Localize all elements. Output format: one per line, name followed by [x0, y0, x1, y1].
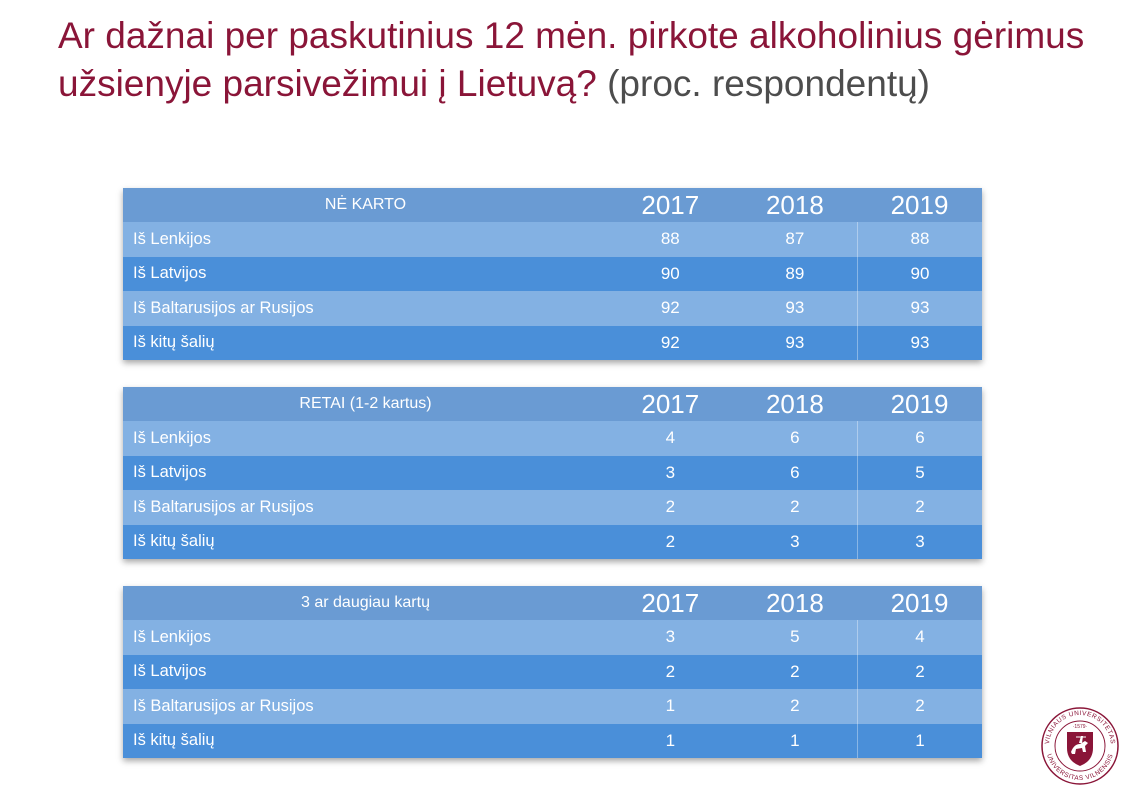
year-header: 2018: [765, 189, 824, 220]
cell-value: 2: [857, 654, 982, 689]
cell-value: 4: [665, 428, 676, 448]
table-row: Iš Lenkijos 88 87 88: [123, 222, 982, 257]
table-header: RETAI (1-2 kartus) 2017 2018 2019: [123, 387, 982, 421]
table-row: Iš Baltarusijos ar Rusijos 92 93 93: [123, 291, 982, 326]
table-header-label: RETAI (1-2 kartus): [299, 395, 432, 412]
table-row: Iš Latvijos 3 6 5: [123, 455, 982, 490]
table-row: Iš kitų šalių 92 93 93: [123, 325, 982, 360]
row-label: Iš Lenkijos: [133, 428, 211, 447]
year-header: 2019: [890, 388, 949, 419]
cell-value: 93: [857, 291, 982, 326]
row-label: Iš Latvijos: [133, 463, 207, 482]
row-label: Iš kitų šalių: [133, 333, 215, 352]
vilnius-university-seal-icon: VILNIAUS UNIVERSITETAS UNIVERSITAS VILNE…: [1040, 706, 1120, 786]
cell-value: 88: [660, 229, 680, 249]
cell-value: 1: [790, 730, 800, 750]
row-label: Iš kitų šalių: [133, 731, 215, 750]
cell-value: 92: [660, 298, 680, 318]
cell-value: 5: [857, 455, 982, 490]
table-row: Iš Baltarusijos ar Rusijos 1 2 2: [123, 689, 982, 724]
cell-value: 88: [857, 222, 982, 257]
cell-value: 1: [857, 723, 982, 758]
cell-value: 90: [857, 256, 982, 291]
cell-value: 3: [857, 524, 982, 559]
table-row: Iš Baltarusijos ar Rusijos 2 2 2: [123, 490, 982, 525]
row-label: Iš Lenkijos: [133, 229, 211, 248]
table-header-label: 3 ar daugiau kartų: [301, 594, 430, 611]
cell-value: 92: [660, 332, 680, 352]
cell-value: 5: [790, 627, 800, 647]
cell-value: 6: [790, 462, 800, 482]
table-row: Iš Latvijos 2 2 2: [123, 654, 982, 689]
cell-value: 89: [785, 263, 805, 283]
cell-value: 3: [790, 531, 800, 551]
cell-value: 2: [665, 531, 676, 551]
row-label: Iš Latvijos: [133, 264, 207, 283]
row-label: Iš Latvijos: [133, 662, 207, 681]
cell-value: 1: [665, 730, 676, 750]
table-row: Iš Latvijos 90 89 90: [123, 256, 982, 291]
cell-value: 6: [790, 428, 800, 448]
title-suffix: (proc. respondentų): [607, 63, 930, 104]
cell-value: 2: [665, 497, 676, 517]
table-ne-karto: NĖ KARTO 2017 2018 2019 Iš Lenkijos 88 8…: [123, 188, 982, 360]
cell-value: 4: [857, 620, 982, 655]
table-3-ar-daugiau: 3 ar daugiau kartų 2017 2018 2019 Iš Len…: [123, 586, 982, 758]
cell-value: 90: [660, 263, 680, 283]
row-label: Iš Lenkijos: [133, 627, 211, 646]
cell-value: 87: [785, 229, 805, 249]
cell-value: 2: [790, 661, 800, 681]
title-question: Ar dažnai per paskutinius 12 mėn. pirkot…: [58, 15, 1085, 104]
cell-value: 93: [785, 332, 805, 352]
table-row: Iš Lenkijos 4 6 6: [123, 421, 982, 456]
year-header: 2017: [641, 587, 700, 618]
cell-value: 2: [790, 497, 800, 517]
year-header: 2017: [641, 388, 700, 419]
cell-value: 3: [665, 462, 676, 482]
cell-value: 2: [857, 490, 982, 525]
table-row: Iš kitų šalių 1 1 1: [123, 723, 982, 758]
year-header: 2019: [890, 587, 949, 618]
cell-value: 6: [857, 421, 982, 456]
cell-value: 93: [857, 325, 982, 360]
year-header: 2017: [641, 189, 700, 220]
table-header: NĖ KARTO 2017 2018 2019: [123, 188, 982, 222]
row-label: Iš Baltarusijos ar Rusijos: [133, 298, 314, 317]
row-label: Iš Baltarusijos ar Rusijos: [133, 497, 314, 516]
page-title: Ar dažnai per paskutinius 12 mėn. pirkot…: [58, 12, 1098, 108]
year-header: 2018: [765, 388, 824, 419]
table-header-label: NĖ KARTO: [324, 196, 407, 213]
cell-value: 2: [665, 661, 676, 681]
cell-value: 3: [665, 627, 676, 647]
year-header: 2018: [765, 587, 824, 618]
row-label: Iš Baltarusijos ar Rusijos: [133, 696, 314, 715]
cell-value: 2: [790, 696, 800, 716]
table-row: Iš Lenkijos 3 5 4: [123, 620, 982, 655]
row-label: Iš kitų šalių: [133, 532, 215, 551]
table-header: 3 ar daugiau kartų 2017 2018 2019: [123, 586, 982, 620]
cell-value: 2: [857, 689, 982, 724]
svg-text:·1579·: ·1579·: [1073, 724, 1088, 730]
cell-value: 1: [665, 696, 676, 716]
year-header: 2019: [890, 189, 949, 220]
table-retai: RETAI (1-2 kartus) 2017 2018 2019 Iš Len…: [123, 387, 982, 559]
cell-value: 93: [785, 298, 805, 318]
table-row: Iš kitų šalių 2 3 3: [123, 524, 982, 559]
